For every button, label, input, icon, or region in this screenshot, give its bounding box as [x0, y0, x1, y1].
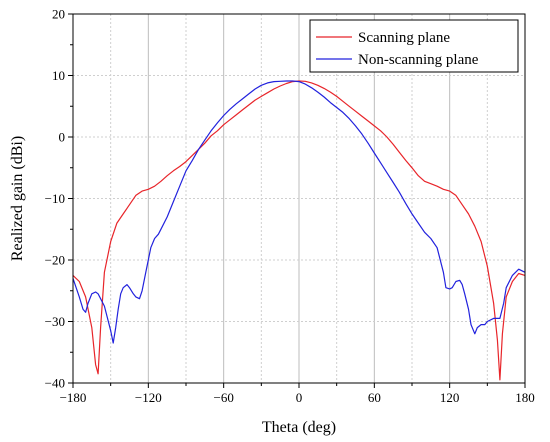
y-tick-label: −10 [45, 191, 65, 206]
axis-ticks: −180 −120 −60 0 60 120 180 −40 −30 −20 −10 0 10 20 [45, 7, 535, 406]
legend-entry-non-scanning-plane: Non-scanning plane [358, 52, 479, 68]
y-tick-label: 0 [59, 130, 66, 145]
x-tick-label: 180 [515, 390, 535, 405]
y-tick-label: 20 [52, 7, 65, 22]
legend-entry-scanning-plane: Scanning plane [358, 30, 450, 46]
series-line-non-scanning-plane [72, 80, 526, 344]
series-layer [72, 80, 526, 381]
grid [73, 14, 525, 383]
y-tick-label: 10 [52, 68, 65, 83]
x-tick-label: 120 [440, 390, 460, 405]
legend: Scanning plane Non-scanning plane [309, 19, 519, 73]
x-tick-label: −60 [213, 390, 233, 405]
x-tick-label: −120 [135, 390, 162, 405]
legend-box [309, 19, 519, 73]
y-tick-label: −20 [45, 253, 65, 268]
x-tick-label: −180 [60, 390, 87, 405]
x-tick-label: 0 [296, 390, 303, 405]
y-tick-label: −30 [45, 314, 65, 329]
x-axis-label: Theta (deg) [262, 419, 336, 436]
y-tick-label: −40 [45, 376, 65, 391]
x-tick-label: 60 [368, 390, 381, 405]
y-axis-label: Realized gain (dBi) [9, 136, 26, 261]
